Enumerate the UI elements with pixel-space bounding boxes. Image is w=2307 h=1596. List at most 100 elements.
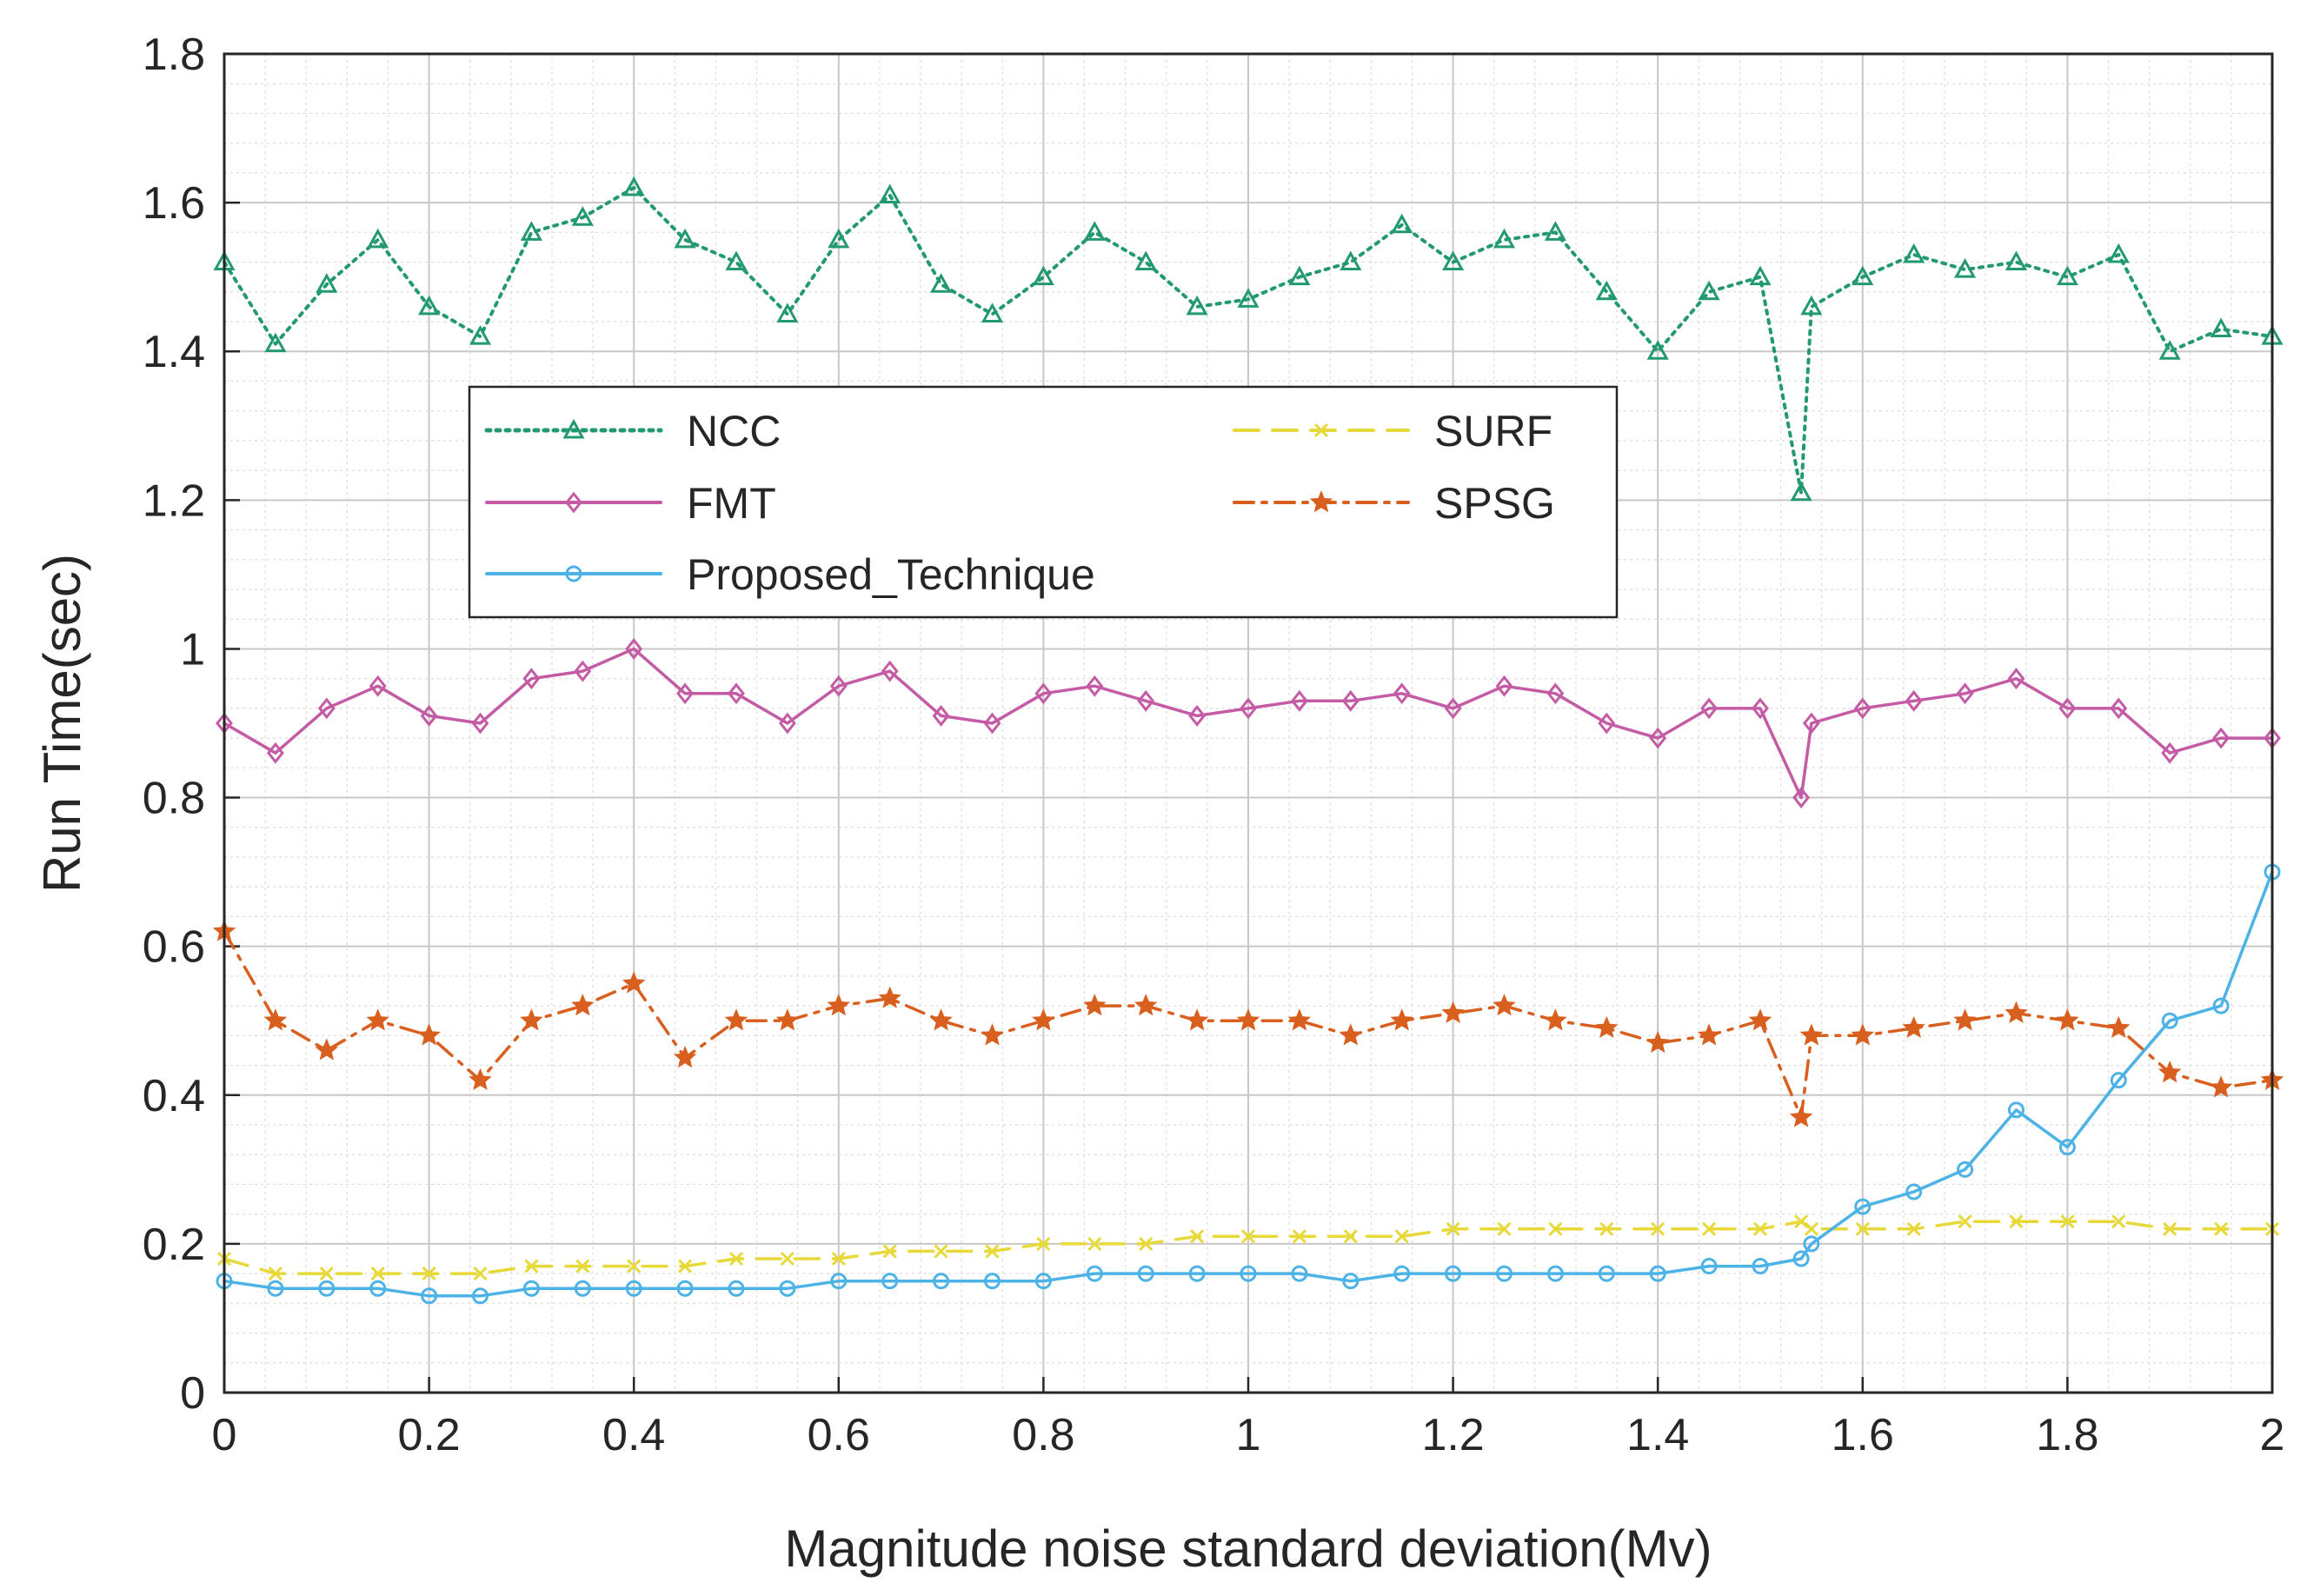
data-point-surf <box>1752 1221 1768 1236</box>
y-tick-label: 0 <box>180 1368 205 1419</box>
data-point-spsg <box>1851 1023 1875 1046</box>
legend-label-surf: SURF <box>1434 407 1552 456</box>
x-tick-label: 1 <box>1236 1410 1261 1460</box>
y-tick-label: 1.4 <box>143 327 205 377</box>
data-point-spsg <box>1185 1008 1209 1031</box>
data-point-spsg <box>2004 1001 2028 1023</box>
data-point-surf <box>268 1267 283 1281</box>
data-point-spsg <box>827 994 851 1016</box>
data-point-spsg <box>520 1008 543 1031</box>
data-point-proposed-technique <box>1905 1183 1923 1200</box>
x-tick-label: 0 <box>212 1410 237 1460</box>
data-point-fmt <box>932 705 950 727</box>
x-tick-label: 0.6 <box>808 1410 870 1460</box>
data-point-fmt <box>1956 682 1974 705</box>
data-point-fmt <box>1188 705 1207 727</box>
data-point-proposed-technique <box>522 1280 540 1297</box>
data-point-surf <box>1906 1221 1921 1236</box>
x-tick-label: 0.2 <box>397 1410 460 1460</box>
series-fmt <box>216 638 2281 808</box>
data-point-proposed-technique <box>1342 1273 1360 1290</box>
data-point-proposed-technique <box>267 1280 284 1297</box>
data-point-fmt <box>676 682 695 705</box>
data-point-surf <box>1446 1221 1460 1236</box>
data-point-spsg <box>2157 1061 2182 1083</box>
data-point-spsg <box>366 1008 389 1031</box>
data-point-surf <box>1855 1221 1870 1236</box>
x-axis-label: Magnitude noise standard deviation(Mv) <box>784 1520 1712 1578</box>
data-point-proposed-technique <box>1752 1258 1769 1275</box>
data-point-spsg <box>1390 1008 1413 1031</box>
data-point-surf <box>1036 1236 1051 1251</box>
data-point-surf <box>1804 1221 1818 1236</box>
data-point-ncc <box>1237 288 1260 308</box>
data-point-fmt <box>471 712 489 735</box>
data-point-ncc <box>622 176 645 196</box>
data-point-ncc <box>1186 295 1208 316</box>
data-point-fmt <box>522 668 541 690</box>
data-point-fmt <box>1137 689 1155 712</box>
data-point-spsg <box>2209 1075 2233 1098</box>
data-point-proposed-technique <box>2110 1072 2127 1089</box>
data-point-spsg <box>1493 994 1516 1016</box>
data-point-spsg <box>775 1008 800 1031</box>
legend-marker-ncc <box>562 418 585 439</box>
data-point-proposed-technique <box>1034 1273 1052 1290</box>
y-tick-label: 0.2 <box>143 1220 205 1270</box>
data-point-surf <box>1394 1229 1409 1244</box>
data-point-fmt <box>2161 741 2179 764</box>
data-point-surf <box>1139 1236 1154 1251</box>
data-point-surf <box>2009 1214 2024 1229</box>
data-point-fmt <box>1290 689 1308 712</box>
data-point-fmt <box>420 705 438 727</box>
data-point-surf <box>2111 1214 2126 1229</box>
data-point-ncc <box>1790 481 1812 502</box>
legend-marker-proposed-technique <box>565 565 582 582</box>
data-point-proposed-technique <box>625 1280 642 1297</box>
data-point-fmt <box>1700 697 1719 720</box>
data-point-spsg <box>1083 994 1107 1016</box>
data-point-spsg <box>1953 1008 1977 1031</box>
data-point-surf <box>1240 1229 1256 1244</box>
data-point-ncc <box>1032 265 1054 286</box>
data-point-spsg <box>981 1023 1004 1046</box>
y-tick-label: 0.6 <box>143 922 205 973</box>
data-point-proposed-technique <box>1598 1265 1615 1282</box>
data-point-spsg <box>929 1008 953 1031</box>
data-point-fmt <box>1853 697 1872 720</box>
data-point-spsg <box>1287 1008 1312 1031</box>
data-point-ncc <box>981 303 1004 323</box>
data-point-proposed-technique <box>421 1287 438 1305</box>
data-point-fmt <box>1444 697 1462 720</box>
data-point-proposed-technique <box>1188 1265 1206 1282</box>
data-point-proposed-technique <box>1496 1265 1513 1282</box>
data-point-proposed-technique <box>1393 1265 1411 1282</box>
data-point-spsg <box>2056 1008 2079 1031</box>
data-point-proposed-technique <box>574 1280 591 1297</box>
data-point-fmt <box>1546 682 1565 705</box>
data-point-ncc <box>1288 265 1311 286</box>
x-tick-label: 0.8 <box>1012 1410 1074 1460</box>
data-point-surf <box>1794 1214 1809 1229</box>
data-point-fmt <box>1598 712 1616 735</box>
data-point-ncc <box>1544 221 1566 241</box>
data-point-fmt <box>1495 675 1513 697</box>
data-point-ncc <box>418 295 441 316</box>
data-point-spsg <box>1789 1105 1813 1127</box>
legend-marker-fmt <box>565 491 582 514</box>
y-tick-labels: 0 0.2 0.4 0.6 0.8 1 1.2 1.4 1.6 1.8 <box>143 30 205 1419</box>
data-point-proposed-technique <box>1803 1235 1820 1253</box>
data-point-ncc <box>1954 258 1977 278</box>
data-point-proposed-technique <box>1649 1265 1666 1282</box>
data-point-surf <box>1958 1214 1972 1229</box>
data-point-surf <box>524 1259 539 1273</box>
data-point-ncc <box>1903 243 1925 263</box>
x-tick-label: 1.2 <box>1421 1410 1484 1460</box>
data-point-proposed-technique <box>2161 1012 2178 1029</box>
data-point-spsg <box>417 1023 441 1046</box>
data-point-ncc <box>2158 340 2181 360</box>
data-point-surf <box>882 1244 897 1259</box>
data-point-fmt <box>829 675 848 697</box>
data-point-ncc <box>2210 317 2232 338</box>
series-proposed-technique <box>216 863 2281 1305</box>
